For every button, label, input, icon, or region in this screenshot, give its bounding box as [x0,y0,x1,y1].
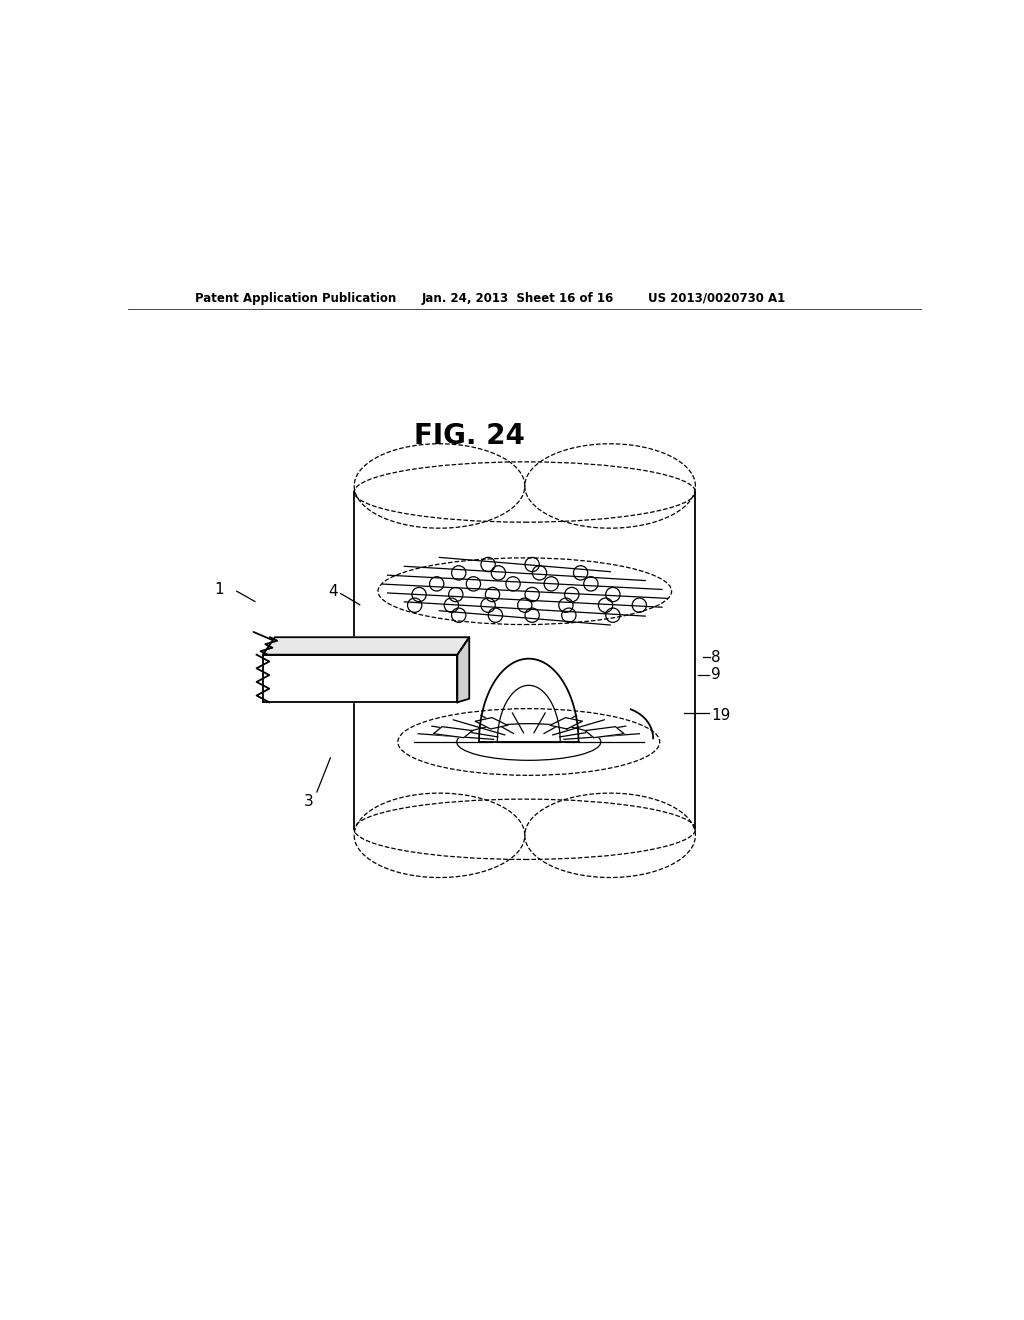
Ellipse shape [397,709,659,775]
Text: Jan. 24, 2013  Sheet 16 of 16: Jan. 24, 2013 Sheet 16 of 16 [422,292,613,305]
Text: 1: 1 [214,582,224,597]
Text: 4: 4 [329,583,338,599]
Polygon shape [263,638,469,655]
Polygon shape [263,655,458,702]
Text: FIG. 24: FIG. 24 [414,422,524,450]
Text: 3: 3 [304,795,313,809]
Text: Patent Application Publication: Patent Application Publication [196,292,396,305]
Polygon shape [550,718,583,729]
Text: US 2013/0020730 A1: US 2013/0020730 A1 [648,292,785,305]
Text: 8: 8 [712,649,721,664]
Ellipse shape [378,558,672,624]
Polygon shape [475,718,508,729]
Polygon shape [458,638,469,702]
Polygon shape [433,726,472,738]
Text: 9: 9 [712,667,721,682]
Text: 19: 19 [712,709,731,723]
Polygon shape [585,726,624,738]
